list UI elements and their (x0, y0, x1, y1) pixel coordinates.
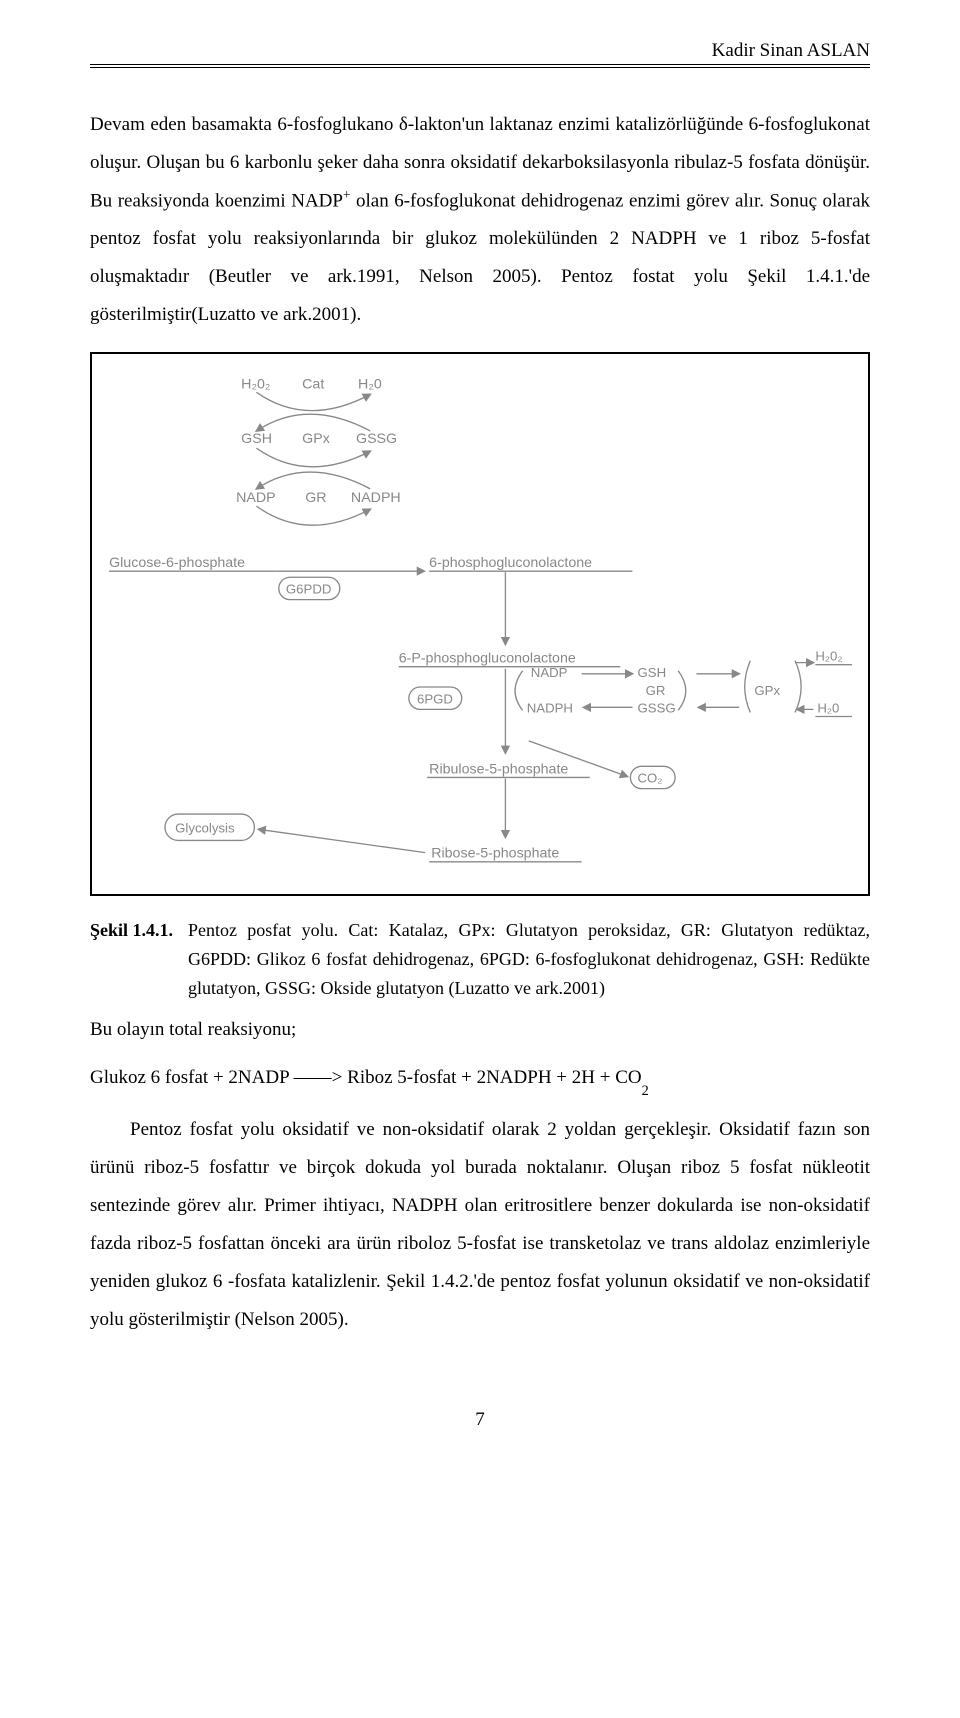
arc-gpx-up (256, 414, 370, 431)
label-h2o2: H₂0₂ (241, 377, 270, 393)
label-rib5p: Ribulose-5-phosphate (429, 762, 568, 778)
label-nadph2: NADPH (527, 701, 573, 716)
reaction-sub: 2 (642, 1083, 649, 1099)
label-gpx: GPx (302, 431, 330, 447)
paragraph-1: Devam eden basamakta 6-fosfoglukano δ-la… (90, 106, 870, 334)
label-gsh2: GSH (638, 665, 667, 680)
bracket-gpx-l (745, 661, 751, 713)
label-h2o-r: H₂0 (817, 701, 839, 716)
bracket-gpx (795, 661, 801, 713)
reaction-text: Glukoz 6 fosfat + 2NADP ——> Riboz 5-fosf… (90, 1067, 642, 1088)
arc-gr-down (256, 506, 370, 525)
figure-box: H₂0₂ Cat H₂0 GSH GPx GSSG NADP GR NADPH … (90, 352, 870, 896)
arrow-to-glycolysis (258, 830, 425, 853)
label-gssg: GSSG (356, 431, 397, 447)
label-gr: GR (305, 490, 326, 506)
label-g6pdd: G6PDD (286, 582, 332, 597)
page-number: 7 (90, 1409, 870, 1431)
label-gpx2: GPx (754, 683, 780, 698)
label-nadph: NADPH (351, 490, 401, 506)
page-container: Kadir Sinan ASLAN Devam eden basamakta 6… (0, 0, 960, 1481)
label-gsh: GSH (241, 431, 272, 447)
label-gssg2: GSSG (638, 701, 676, 716)
caption-label: Şekil 1.4.1. (90, 916, 188, 1002)
header-author: Kadir Sinan ASLAN (90, 40, 870, 65)
diagram-svg: H₂0₂ Cat H₂0 GSH GPx GSSG NADP GR NADPH … (104, 372, 856, 880)
label-g6p: Glucose-6-phosphate (109, 555, 245, 571)
label-nadp2: NADP (531, 665, 568, 680)
paragraph-2: Bu olayın total reaksiyonu; (90, 1011, 870, 1049)
label-cat: Cat (302, 377, 324, 393)
label-ribose5p: Ribose-5-phosphate (431, 846, 559, 862)
figure-caption: Şekil 1.4.1. Pentoz posfat yolu. Cat: Ka… (90, 916, 870, 1002)
label-co2: CO₂ (638, 771, 663, 786)
label-h2o2-r: H₂0₂ (815, 649, 842, 664)
label-6pgl: 6-phosphogluconolactone (429, 555, 592, 571)
label-glycolysis: Glycolysis (175, 821, 235, 836)
label-nadp: NADP (236, 490, 276, 506)
arc-cat (256, 393, 370, 411)
reaction-line: Glukoz 6 fosfat + 2NADP ——> Riboz 5-fosf… (90, 1059, 870, 1099)
arc-gpx-down (256, 449, 370, 468)
paragraph-4: Pentoz fosfat yolu oksidatif ve non-oksi… (90, 1111, 870, 1339)
label-h2o: H₂0 (358, 377, 382, 393)
caption-text: Pentoz posfat yolu. Cat: Katalaz, GPx: G… (188, 916, 870, 1002)
bracket-gr (678, 671, 686, 711)
header-rule (90, 67, 870, 68)
label-gr2: GR (646, 683, 666, 698)
bracket-nadp (515, 671, 523, 711)
label-6pgd: 6PGD (417, 692, 453, 707)
arc-gr-up (256, 472, 370, 489)
